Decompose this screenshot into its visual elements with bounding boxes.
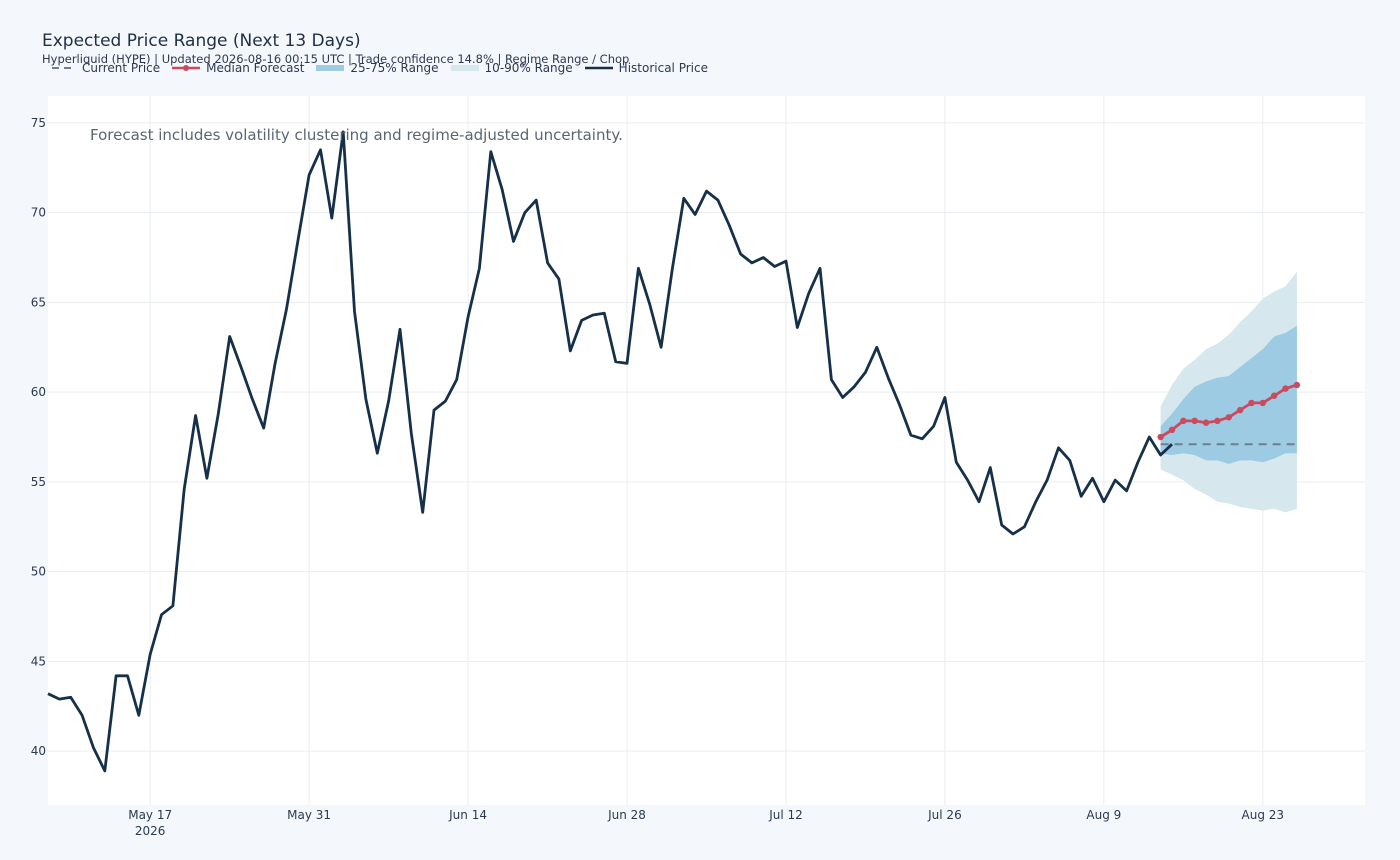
x-tick-label: Jul 26 <box>927 808 962 822</box>
y-tick-label: 45 <box>31 654 46 668</box>
x-tick-label: Jun 28 <box>607 808 646 822</box>
y-tick-label: 75 <box>31 116 46 130</box>
legend-label-band-80: 10-90% Range <box>484 61 573 75</box>
forecast-bands <box>1160 271 1297 513</box>
chart-title: Expected Price Range (Next 13 Days) <box>42 31 361 51</box>
x-tick-label: Aug 23 <box>1242 808 1285 822</box>
legend-item-historical-price: Historical Price <box>583 61 708 75</box>
median-forecast-point <box>1270 392 1278 399</box>
legend-item-current-price: Current Price <box>50 61 160 75</box>
y-tick-label: 65 <box>31 295 46 309</box>
x-tick-sublabel: 2026 <box>135 824 166 838</box>
median-forecast-point <box>1214 417 1221 425</box>
y-tick-label: 70 <box>31 206 46 220</box>
legend-label-historical-price: Historical Price <box>618 61 708 75</box>
legend-item-band-80: 10-90% Range <box>449 61 573 75</box>
y-tick-label: 55 <box>31 475 46 489</box>
median-forecast-point <box>1191 417 1198 425</box>
y-tick-label: 40 <box>31 744 46 758</box>
median-forecast-point <box>1202 419 1210 426</box>
median-forecast-point <box>1248 399 1255 407</box>
legend-item-band-50: 25-75% Range <box>314 61 439 75</box>
x-tick-label: Jul 12 <box>768 808 803 822</box>
band-25-75-range <box>1160 325 1297 464</box>
median-forecast-point <box>1180 417 1187 425</box>
historical-price-line <box>47 130 1173 773</box>
chart-annotation: Forecast includes volatility clustering … <box>90 126 623 144</box>
legend: Current Price Median Forecast 25-75% Ran… <box>50 60 708 76</box>
median-forecast-point <box>1157 433 1164 441</box>
median-forecast-point <box>1282 385 1289 392</box>
median-forecast-point <box>1225 414 1232 421</box>
legend-label-median-forecast: Median Forecast <box>206 61 305 75</box>
x-tick-label: Jun 14 <box>448 808 487 822</box>
legend-label-current-price: Current Price <box>82 61 161 75</box>
legend-swatch-median-forecast <box>172 65 201 71</box>
axes: 40 45 50 55 60 65 70 75 May 17 2026 May 31 Jun 14 Ju… <box>31 116 1284 838</box>
x-tick-label: Aug 9 <box>1086 808 1121 822</box>
legend-swatch-current-price <box>52 67 76 69</box>
median-forecast-point <box>1293 381 1301 389</box>
legend-swatch-historical-price <box>584 66 613 70</box>
y-tick-label: 60 <box>31 385 46 399</box>
legend-item-median-forecast: Median Forecast <box>170 61 304 75</box>
legend-swatch-band-50 <box>316 65 345 71</box>
grid <box>48 96 1365 805</box>
y-tick-label: 50 <box>31 565 46 579</box>
legend-label-band-50: 25-75% Range <box>350 61 439 75</box>
median-forecast-point <box>1259 399 1267 407</box>
chart-subtitle: Hyperliquid (HYPE) | Updated 2026-08-16 … <box>42 52 630 66</box>
x-tick-label: May 31 <box>287 808 331 822</box>
legend-swatch-band-80 <box>450 65 479 71</box>
plot-area <box>48 96 1365 805</box>
median-forecast-point <box>1236 406 1244 414</box>
x-tick-label: May 17 <box>128 808 172 822</box>
series-lines <box>47 130 1301 773</box>
median-forecast-point <box>1168 426 1176 434</box>
